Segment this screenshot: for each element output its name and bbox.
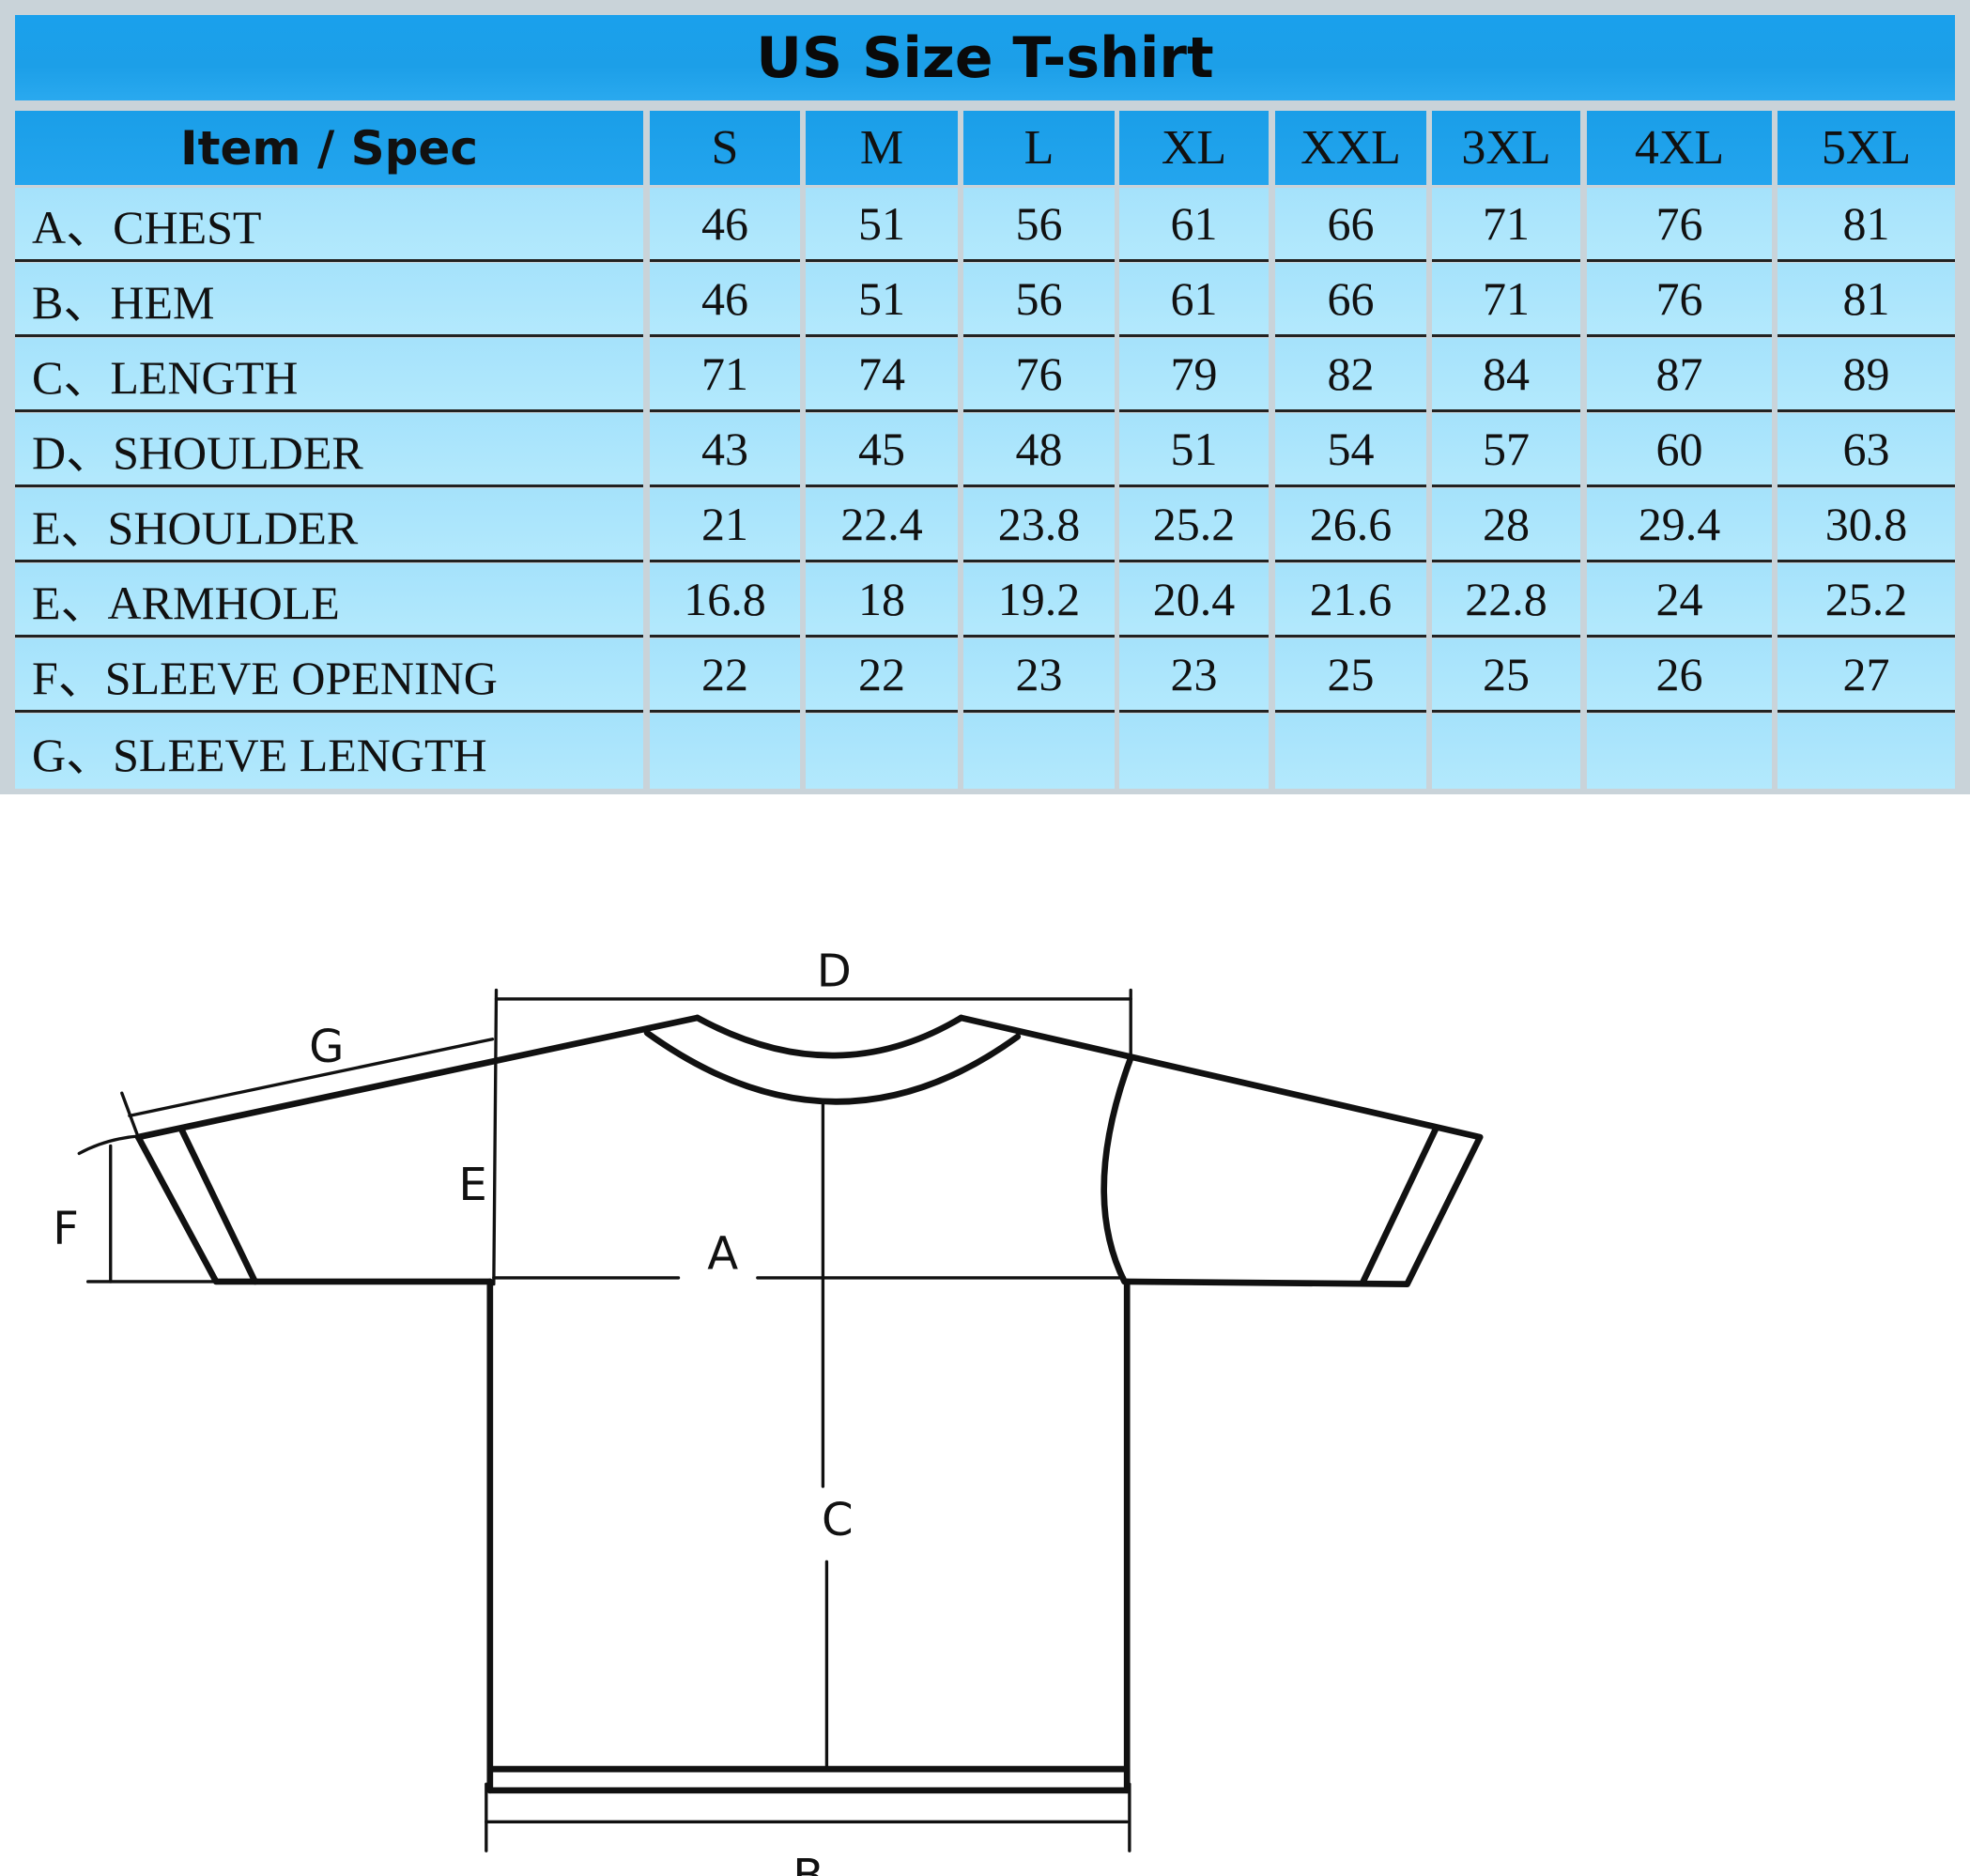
table-cell: 22: [650, 638, 800, 713]
column-header: XL: [1119, 111, 1269, 185]
table-cell: 81: [1778, 263, 1955, 337]
column-header: M: [806, 111, 958, 185]
table-cell: 23: [1119, 638, 1269, 713]
row-label: C、LENGTH: [15, 338, 643, 412]
table-cell: 82: [1275, 338, 1426, 412]
armhole: [1100, 1054, 1134, 1285]
collar-outer: [694, 1014, 964, 1059]
g-measure-line: [128, 1038, 495, 1118]
row-label: G、SLEEVE LENGTH: [15, 714, 643, 789]
row-label: A、CHEST: [15, 188, 643, 262]
table-cell: 76: [1587, 188, 1772, 262]
table-cell: 45: [806, 413, 958, 487]
table-cell: 46: [650, 263, 800, 337]
table-cell: 63: [1778, 413, 1955, 487]
table-cell: 21.6: [1275, 563, 1426, 638]
table-cell: 25.2: [1778, 563, 1955, 638]
table-cell: 81: [1778, 188, 1955, 262]
table-cell: 22: [806, 638, 958, 713]
table-cell: 66: [1275, 188, 1426, 262]
table-cell: 25: [1432, 638, 1580, 713]
table-cell: 71: [1432, 188, 1580, 262]
table-cell: 19.2: [963, 563, 1115, 638]
table-cell: 21: [650, 488, 800, 562]
table-cell: 16.8: [650, 563, 800, 638]
table-cell: [1275, 714, 1426, 789]
table-cell: 20.4: [1119, 563, 1269, 638]
table-cell: 18: [806, 563, 958, 638]
table-cell: 51: [806, 263, 958, 337]
table-cell: 24: [1587, 563, 1772, 638]
table-cell: 57: [1432, 413, 1580, 487]
table-cell: 61: [1119, 263, 1269, 337]
table-cell: [1587, 714, 1772, 789]
table-cell: 71: [650, 338, 800, 412]
column-header: S: [650, 111, 800, 185]
table-cell: 29.4: [1587, 488, 1772, 562]
table-cell: 26.6: [1275, 488, 1426, 562]
label-f: F: [53, 1203, 79, 1255]
left-sleeve: [134, 1133, 494, 1285]
table-cell: 25.2: [1119, 488, 1269, 562]
table-cell: [1119, 714, 1269, 789]
table-cell: 23.8: [963, 488, 1115, 562]
table-cell: [806, 714, 958, 789]
table-cell: 51: [806, 188, 958, 262]
table-cell: 54: [1275, 413, 1426, 487]
column-header: L: [963, 111, 1115, 185]
table-cell: 71: [1432, 263, 1580, 337]
table-cell: 87: [1587, 338, 1772, 412]
column-header: 4XL: [1587, 111, 1772, 185]
table-cell: [650, 714, 800, 789]
table-cell: 51: [1119, 413, 1269, 487]
label-e: E: [458, 1159, 486, 1211]
table-cell: [1778, 714, 1955, 789]
table-cell: 66: [1275, 263, 1426, 337]
row-label: E、ARMHOLE: [15, 563, 643, 638]
left-shoulder: [134, 1014, 700, 1141]
table-cell: 30.8: [1778, 488, 1955, 562]
column-header: 3XL: [1432, 111, 1580, 185]
label-d: D: [817, 946, 852, 998]
label-g: G: [309, 1021, 344, 1073]
table-cell: 23: [963, 638, 1115, 713]
table-cell: 84: [1432, 338, 1580, 412]
table-cell: 76: [963, 338, 1115, 412]
table-cell: [963, 714, 1115, 789]
table-cell: 27: [1778, 638, 1955, 713]
row-label: F、SLEEVE OPENING: [15, 638, 643, 713]
row-label: E、SHOULDER: [15, 488, 643, 562]
table-cell: 28: [1432, 488, 1580, 562]
table-cell: 48: [963, 413, 1115, 487]
table-cell: 56: [963, 188, 1115, 262]
table-cell: 22.4: [806, 488, 958, 562]
column-header: 5XL: [1778, 111, 1955, 185]
row-label: D、SHOULDER: [15, 413, 643, 487]
table-cell: 46: [650, 188, 800, 262]
table-cell: 56: [963, 263, 1115, 337]
table-cell: 79: [1119, 338, 1269, 412]
table-cell: 43: [650, 413, 800, 487]
size-chart-table: US Size T-shirt Item / Spec S M L XL XXL 3XL 4X…: [0, 0, 1970, 794]
column-header: Item / Spec: [15, 111, 643, 185]
label-c: C: [822, 1494, 854, 1546]
table-cell: 25: [1275, 638, 1426, 713]
table-cell: [1432, 714, 1580, 789]
table-cell: 22.8: [1432, 563, 1580, 638]
table-title: US Size T-shirt: [15, 15, 1955, 100]
table-cell: 60: [1587, 413, 1772, 487]
table-cell: 26: [1587, 638, 1772, 713]
table-cell: 89: [1778, 338, 1955, 412]
row-label: B、HEM: [15, 263, 643, 337]
label-b: B: [793, 1850, 823, 1876]
table-cell: 61: [1119, 188, 1269, 262]
right-shoulder: [958, 1014, 1484, 1287]
table-cell: 74: [806, 338, 958, 412]
collar-inner: [643, 1029, 1022, 1105]
column-header: XXL: [1275, 111, 1426, 185]
table-cell: 76: [1587, 263, 1772, 337]
label-a: A: [707, 1228, 738, 1281]
